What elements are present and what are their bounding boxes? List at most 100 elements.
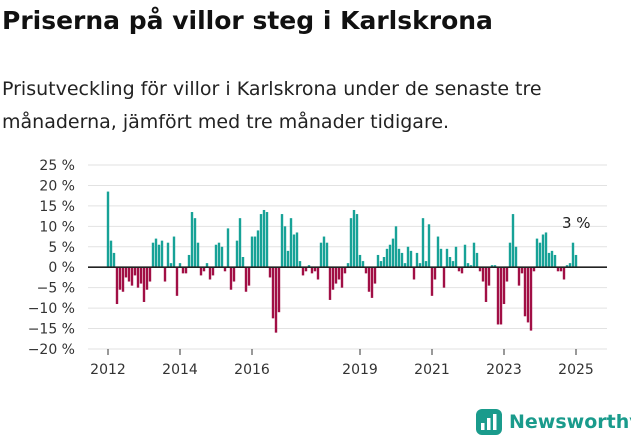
x-tick-label: 2019: [342, 362, 378, 378]
bar: [310, 267, 314, 274]
bar: [562, 267, 566, 280]
bar: [409, 250, 413, 268]
bar: [130, 267, 134, 286]
y-tick-label: −15 %: [28, 322, 75, 338]
bar: [307, 265, 311, 268]
bar: [154, 238, 158, 268]
bar: [493, 265, 497, 268]
bar: [109, 240, 113, 268]
bar: [403, 263, 407, 268]
bar: [559, 267, 563, 272]
bar: [520, 267, 524, 274]
bar: [220, 246, 224, 268]
bar: [478, 267, 482, 272]
bar: [571, 242, 575, 268]
bar: [394, 226, 398, 268]
bar: [238, 218, 242, 268]
bar: [481, 267, 485, 282]
bar: [460, 267, 464, 274]
bar: [148, 267, 152, 282]
bar: [163, 267, 167, 282]
bar: [253, 236, 257, 268]
bar: [274, 267, 278, 333]
bar: [235, 240, 239, 268]
bar: [526, 267, 530, 323]
bar: [565, 265, 569, 268]
annotations: 3 %: [562, 214, 591, 232]
bar: [415, 252, 419, 268]
bar: [544, 232, 548, 268]
bar: [355, 214, 359, 268]
bar: [343, 267, 347, 274]
bar: [496, 267, 500, 325]
bar: [115, 267, 119, 305]
bar: [196, 242, 200, 268]
bar: [391, 238, 395, 268]
bar: [259, 214, 263, 268]
bar: [364, 267, 368, 274]
bar: [373, 267, 377, 284]
bar: [193, 218, 197, 268]
bar: [280, 214, 284, 268]
brand-name: Newsworthy: [509, 411, 631, 433]
bar: [118, 267, 122, 290]
bar: [382, 257, 386, 268]
bar: [532, 267, 536, 272]
bar: [517, 267, 521, 286]
bar: [226, 228, 230, 268]
bar: [202, 267, 206, 272]
y-tick-label: −20 %: [28, 342, 75, 358]
bar: [262, 209, 266, 268]
x-tick-label: 2025: [558, 362, 594, 378]
bar: [424, 261, 428, 268]
bar: [256, 230, 260, 268]
bar: [463, 244, 467, 268]
bar: [541, 234, 545, 268]
bar: [316, 267, 320, 280]
bar: [328, 267, 332, 300]
y-tick-label: 15 %: [39, 199, 75, 215]
bar: [370, 267, 374, 298]
bar: [232, 267, 236, 282]
bar: [301, 267, 305, 276]
bar: [139, 267, 143, 284]
bar: [433, 267, 437, 280]
bar: [523, 267, 527, 317]
bar: [442, 267, 446, 288]
bar: [142, 267, 146, 302]
bar: [241, 257, 245, 268]
bar: [430, 267, 434, 296]
bar: [199, 267, 203, 276]
bar: [244, 267, 248, 292]
last-value-label: 3 %: [562, 214, 591, 232]
bar: [361, 261, 365, 268]
y-tick-label: 5 %: [48, 240, 75, 256]
bar: [286, 250, 290, 268]
bar: [418, 263, 422, 268]
y-tick-label: −5 %: [37, 281, 75, 297]
bar: [160, 240, 164, 268]
bar: [379, 261, 383, 268]
bar: [421, 218, 425, 268]
bar: [268, 267, 272, 278]
bars: [106, 191, 578, 333]
bar: [205, 263, 209, 268]
bar: [106, 191, 110, 268]
bar: [190, 212, 194, 268]
bar: [352, 209, 356, 268]
bar: [490, 265, 494, 268]
bar: [133, 267, 137, 276]
bar: [454, 246, 458, 268]
bar: [145, 267, 149, 290]
y-tick-label: −10 %: [28, 301, 75, 317]
bar: [547, 252, 551, 268]
bar: [322, 236, 326, 268]
bar: [250, 236, 254, 268]
bar: [337, 267, 341, 280]
x-tick-label: 2016: [234, 362, 270, 378]
bar: [514, 246, 518, 268]
bar: [157, 244, 161, 268]
bar: [367, 267, 371, 292]
bar: [445, 248, 449, 268]
bar: [292, 234, 296, 268]
